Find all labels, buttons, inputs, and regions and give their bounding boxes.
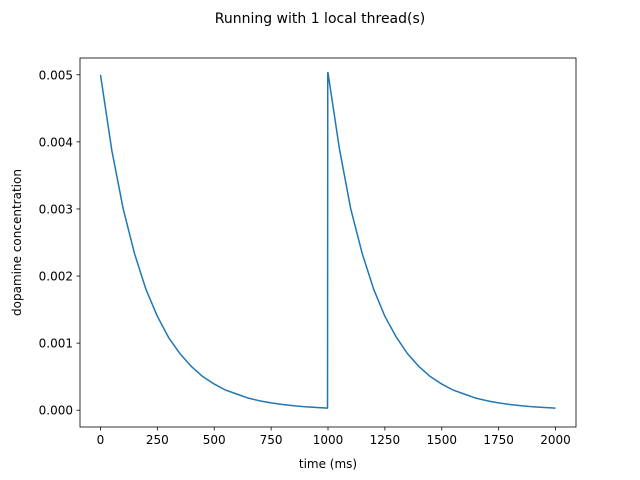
x-tick-label-1500: 1500 [426,433,457,447]
x-tick-label-1750: 1750 [483,433,514,447]
plot-area: 0 250 500 750 1000 1250 1500 1750 2000 0.000 0.001… [10,57,577,471]
y-tick-label-2: 0.002 [39,270,73,284]
y-tick-label-1: 0.001 [39,337,73,351]
x-tick-label-0: 0 [97,433,105,447]
x-tick-label-1250: 1250 [370,433,401,447]
y-tick-label-3: 0.003 [39,202,73,216]
y-tick-label-5: 0.005 [39,68,73,82]
x-axis-label: time (ms) [299,457,357,471]
y-tick-label-0: 0.000 [39,404,73,418]
x-tick-label-2000: 2000 [540,433,571,447]
y-axis-label: dopamine concentration [10,169,24,316]
x-tick-label-1000: 1000 [313,433,344,447]
x-tick-label-500: 500 [203,433,226,447]
y-tick-label-4: 0.004 [39,135,73,149]
series-line-0 [99,72,556,409]
figure-title: Running with 1 local thread(s) [215,11,426,27]
x-tick-label-750: 750 [260,433,283,447]
x-tick-label-250: 250 [146,433,169,447]
